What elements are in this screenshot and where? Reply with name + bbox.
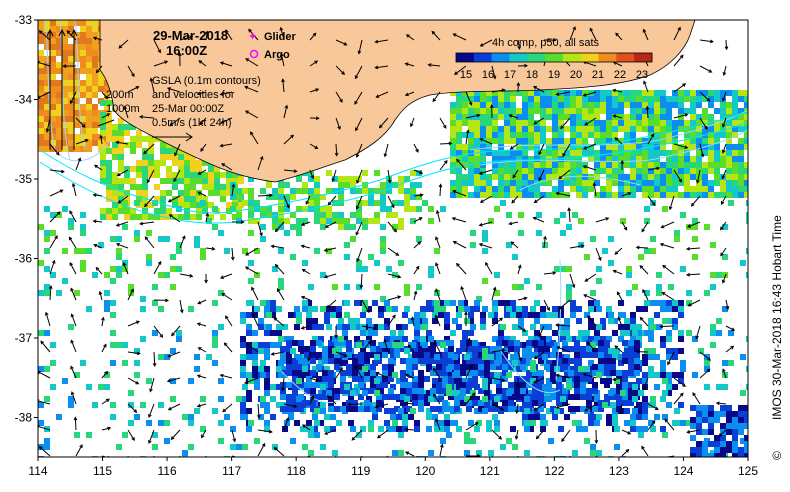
header-date: 29-Mar-2018 — [153, 28, 228, 43]
colorbar-swatch — [509, 53, 528, 62]
colorbar-tick-label: 21 — [592, 69, 604, 81]
credit-text: IMOS 30-Mar-2018 16:43 Hobart Time — [770, 215, 784, 420]
colorbar-swatch — [545, 53, 564, 62]
y-axis: -33 -34 -35 -36 -37 -38 — [15, 13, 38, 425]
depth-200m-label: 200m — [106, 89, 134, 101]
glider-marker-icon: ✦ — [248, 30, 257, 43]
plot-frame — [37, 19, 749, 458]
y-tick-label: -33 — [15, 13, 33, 27]
y-tick-label: -37 — [15, 331, 33, 345]
argo-marker-icon — [249, 49, 259, 59]
colorbar-title: 4h comp, p50, all sats — [492, 37, 600, 49]
x-tick-label: 125 — [738, 464, 758, 478]
colorbar-tick-label: 23 — [636, 69, 648, 81]
gsla-line1: GSLA (0.1m contours) — [152, 75, 261, 87]
depth-arrow-icon — [97, 119, 115, 127]
x-tick-label: 117 — [222, 464, 241, 478]
x-axis: 114 115 116 117 118 119 120 121 122 123 124 125 — [28, 457, 758, 478]
x-tick-label: 123 — [609, 464, 629, 478]
colorbar-swatch — [634, 53, 653, 62]
colorbar-tick-label: 18 — [526, 69, 538, 81]
y-tick-label: -35 — [15, 172, 33, 186]
x-tick-label: 120 — [415, 464, 435, 478]
colorbar-swatch — [491, 53, 510, 62]
x-tick-label: 121 — [480, 464, 500, 478]
data-layer — [38, 20, 748, 457]
header-time: 16:00Z — [166, 43, 207, 58]
y-tick-label: -38 — [15, 411, 33, 425]
depth-1000m-label: 1000m — [106, 103, 140, 115]
y-tick-label: -36 — [15, 252, 33, 266]
x-tick-label: 118 — [287, 464, 306, 478]
colorbar-tick-label: 19 — [548, 69, 560, 81]
gsla-line4: 0.5m/s (1kt 24h) — [152, 117, 231, 129]
copyright-icon: © — [770, 451, 784, 460]
colorbar-swatch — [616, 53, 635, 62]
colorbar-swatch — [527, 53, 546, 62]
x-tick-label: 119 — [351, 464, 370, 478]
x-tick-label: 114 — [28, 464, 47, 478]
colorbar-swatch — [456, 53, 475, 62]
y-tick-label: -34 — [15, 93, 33, 107]
colorbar-tick-label: 15 — [460, 69, 472, 81]
scale-arrow-icon — [152, 132, 193, 142]
colorbar-swatch — [562, 53, 582, 62]
colorbar-ticks: 15 16 17 18 19 20 21 22 23 — [460, 69, 648, 81]
colorbar-swatch — [580, 53, 600, 62]
colorbar-tick-label: 17 — [504, 69, 516, 81]
colorbar-tick-label: 16 — [482, 69, 494, 81]
gsla-line2: and velocities for — [152, 89, 235, 101]
x-tick-label: 124 — [673, 464, 693, 478]
colorbar-swatch — [598, 53, 617, 62]
x-tick-label: 122 — [544, 464, 564, 478]
sla-contours — [44, 20, 748, 404]
velocity-arrows — [38, 26, 736, 457]
argo-label: Argo — [264, 49, 290, 61]
glider-label: Glider — [264, 31, 297, 43]
colorbar-swatch — [473, 53, 493, 62]
x-tick-label: 116 — [158, 464, 177, 478]
colorbar — [455, 52, 653, 63]
x-tick-label: 115 — [93, 464, 112, 478]
colorbar-tick-label: 22 — [614, 69, 626, 81]
colorbar-tick-label: 20 — [570, 69, 582, 81]
gsla-line3: 25-Mar 00:00Z — [152, 103, 224, 115]
